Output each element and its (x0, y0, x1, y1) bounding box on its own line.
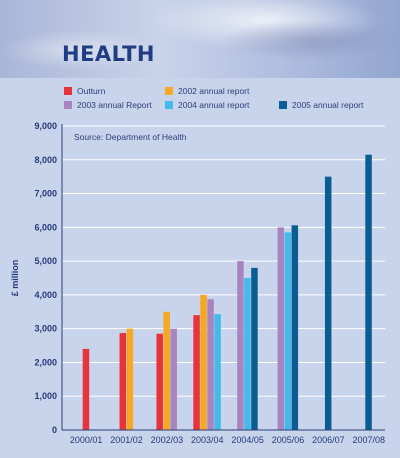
chart-gridlines (62, 125, 385, 397)
banner-photo-highlight (150, 0, 380, 50)
bar-2001-02-series-1 (126, 328, 134, 430)
bar-2003-04-series-2 (207, 299, 214, 430)
legend-label: 2002 annual report (178, 86, 250, 96)
x-category-label: 2007/08 (353, 435, 386, 445)
bar-2004-05-series-2 (237, 261, 244, 430)
legend-item-2003: 2003 annual Report (64, 100, 152, 110)
y-tick-label: 7,000 (34, 189, 57, 199)
legend-item-2004: 2004 annual report (165, 100, 249, 110)
x-category-label: 2001/02 (110, 435, 143, 445)
chart-axes (61, 124, 385, 431)
bar-2005-06-series-2 (277, 227, 285, 430)
bar-2006-07-series-4 (324, 176, 332, 430)
y-tick-label: 8,000 (34, 155, 57, 165)
y-tick-labels: 0 1,000 2,000 3,000 4,000 5,000 6,000 7,000 8,00… (34, 121, 57, 435)
header-banner: HEALTH (0, 0, 400, 78)
bar-2002-03-series-0 (156, 333, 163, 430)
legend-swatch (279, 101, 287, 109)
legend-label: 2003 annual Report (77, 100, 152, 110)
y-tick-label: 0 (52, 425, 57, 435)
bar-2000-01-series-0 (82, 348, 90, 430)
bar-2005-06-series-3 (284, 232, 292, 430)
legend-item-2002: 2002 annual report (165, 86, 249, 96)
x-category-label: 2002/03 (151, 435, 184, 445)
bar-2003-04-series-3 (214, 314, 221, 430)
legend-swatch (64, 101, 72, 109)
bar-2004-05-series-4 (251, 267, 258, 430)
bar-2003-04-series-0 (193, 315, 200, 430)
bar-2002-03-series-2 (170, 328, 177, 430)
y-tick-label: 4,000 (34, 290, 57, 300)
x-category-label: 2000/01 (70, 435, 103, 445)
banner-photo-shadow (220, 20, 400, 60)
legend-item-2005: 2005 annual report (279, 100, 363, 110)
legend-swatch (165, 101, 173, 109)
bar-2007-08-series-4 (365, 154, 372, 430)
legend-swatch (64, 87, 72, 95)
legend-item-outturn: Outturn (64, 86, 105, 96)
chart-bars (82, 154, 372, 430)
chart-panel (0, 78, 400, 458)
y-tick-label: 3,000 (34, 324, 57, 334)
legend-label: Outturn (77, 86, 106, 96)
y-axis-label: £ million (10, 260, 20, 297)
legend-swatch (165, 87, 173, 95)
x-category-label: 2005/06 (272, 435, 305, 445)
y-tick-label: 2,000 (34, 357, 57, 367)
x-category-label: 2003/04 (191, 435, 224, 445)
y-tick-label: 1,000 (34, 391, 57, 401)
page-title: HEALTH (62, 42, 155, 66)
bar-2005-06-series-4 (291, 225, 299, 430)
y-tick-label: 6,000 (34, 222, 57, 232)
bar-2003-04-series-1 (200, 294, 207, 430)
y-tick-label: 9,000 (34, 121, 57, 131)
legend-label: 2005 annual report (292, 100, 364, 110)
bar-2002-03-series-1 (163, 311, 170, 430)
banner-photo-glow (0, 30, 160, 70)
bar-2001-02-series-0 (119, 333, 127, 430)
x-category-label: 2006/07 (312, 435, 345, 445)
legend-label: 2004 annual report (178, 100, 250, 110)
y-tick-label: 5,000 (34, 256, 57, 266)
bar-2004-05-series-3 (244, 278, 251, 430)
x-category-label: 2004/05 (231, 435, 264, 445)
x-category-labels: 2000/01 2001/02 2002/03 2003/04 2004/05 2005/… (70, 435, 385, 445)
chart-source-note: Source: Department of Health (74, 132, 187, 142)
